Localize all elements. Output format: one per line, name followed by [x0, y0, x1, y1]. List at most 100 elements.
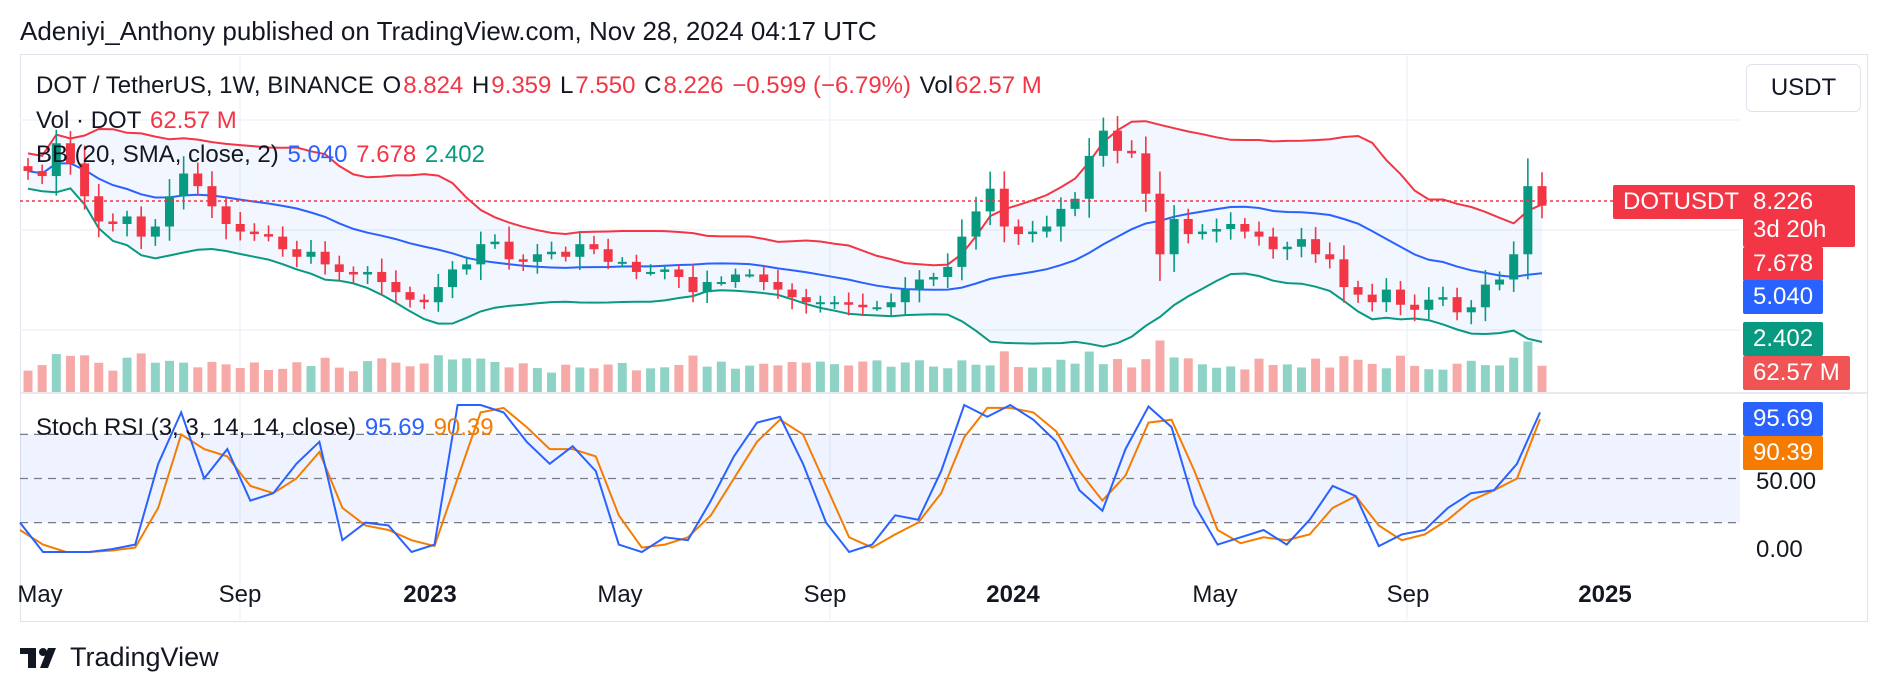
- stoch-k-line: [19, 403, 1541, 554]
- bb-basis-tag: 5.040: [1743, 280, 1824, 314]
- volume-bar: [292, 362, 302, 392]
- stoch-axis-low: 0.00: [1756, 536, 1803, 563]
- volume-bar: [1480, 365, 1490, 392]
- candle-body: [1367, 294, 1377, 303]
- volume-bar: [674, 364, 684, 392]
- volume-bar: [702, 366, 712, 392]
- tradingview-logo-icon: [20, 647, 56, 668]
- candle-body: [759, 274, 769, 283]
- candle-body: [1480, 284, 1490, 308]
- volume-bar: [136, 353, 146, 392]
- time-axis-label: 2023: [403, 581, 456, 608]
- volume-bar: [1396, 355, 1406, 392]
- low-label: L: [560, 72, 574, 99]
- candle-body: [646, 271, 656, 274]
- volume-bar: [929, 366, 939, 392]
- symbol-legend: DOT / TetherUS, 1W, BINANCE O8.824 H9.35…: [36, 72, 1044, 100]
- candle-body: [164, 196, 174, 227]
- vol-label: Vol: [919, 72, 954, 99]
- volume-bar: [1438, 369, 1448, 392]
- candle-body: [900, 289, 910, 303]
- candle-body: [1523, 186, 1533, 255]
- volume-bar: [1325, 367, 1335, 392]
- volume-bar: [23, 370, 33, 392]
- candle-body: [815, 302, 825, 305]
- volume-bar: [1367, 363, 1377, 392]
- bb-upper-value: 7.678: [356, 141, 417, 168]
- candle-body: [462, 264, 472, 270]
- candle-body: [1268, 236, 1278, 250]
- bb-fill: [28, 121, 1542, 347]
- candle-body: [674, 269, 684, 277]
- candle-body: [1183, 218, 1193, 235]
- time-axis-label: Sep: [1387, 581, 1430, 608]
- symbol-name[interactable]: DOT / TetherUS, 1W, BINANCE: [36, 72, 374, 99]
- candle-body: [1169, 218, 1179, 255]
- brand-name: TradingView: [70, 642, 219, 672]
- candle-body: [377, 271, 387, 283]
- candle-body: [617, 261, 627, 264]
- candle-body: [660, 269, 670, 272]
- candle-body: [561, 251, 571, 257]
- stoch-legend[interactable]: Stoch RSI (3, 3, 14, 14, close) 95.69 90…: [36, 414, 496, 442]
- currency-button[interactable]: USDT: [1746, 64, 1861, 112]
- close-value: 8.226: [663, 72, 724, 99]
- volume-bar: [264, 369, 274, 392]
- candle-body: [1282, 246, 1292, 250]
- volume-bar: [1537, 365, 1547, 392]
- volume-bar: [999, 351, 1009, 392]
- volume-bar: [1268, 365, 1278, 392]
- candle-body: [292, 249, 302, 257]
- candle-body: [999, 188, 1009, 227]
- bb-upper-line: [27, 120, 1543, 267]
- candle-body: [447, 269, 457, 288]
- volume-bar: [660, 367, 670, 392]
- volume-bar: [433, 355, 443, 392]
- volume-bar: [688, 355, 698, 392]
- volume-bar: [334, 367, 344, 392]
- candle-body: [235, 224, 245, 232]
- bb-lower-value: 2.402: [424, 141, 485, 168]
- volume-bar: [1495, 365, 1505, 392]
- candle-body: [773, 282, 783, 290]
- candle-body: [914, 279, 924, 290]
- candle-body: [716, 282, 726, 285]
- candle-body: [1353, 287, 1363, 295]
- candle-body: [929, 276, 939, 280]
- candle-body: [207, 186, 217, 207]
- candle-body: [787, 289, 797, 298]
- volume-legend[interactable]: Vol · DOT 62.57 M: [36, 107, 239, 135]
- volume-bar: [1523, 341, 1533, 392]
- candle-body: [108, 221, 118, 224]
- bb-legend[interactable]: BB (20, SMA, close, 2) 5.040 7.678 2.402: [36, 141, 487, 169]
- bb-upper-tag: 7.678: [1743, 247, 1824, 281]
- candle-body: [1098, 130, 1108, 156]
- volume-bar: [193, 367, 203, 392]
- volume-legend-value: 62.57 M: [150, 107, 237, 134]
- candle-body: [971, 211, 981, 237]
- volume-bar: [405, 366, 415, 392]
- volume-bar: [504, 367, 514, 392]
- candle-body: [249, 231, 259, 235]
- stoch-k-tag: 95.69: [1743, 402, 1824, 436]
- stoch-axis-mid: 50.00: [1756, 468, 1817, 495]
- volume-bar: [391, 362, 401, 392]
- bollinger-bands: [27, 120, 1543, 348]
- volume-bar: [589, 368, 599, 392]
- volume-bar: [858, 361, 868, 392]
- volume-bar: [603, 364, 613, 392]
- volume-bar: [518, 363, 528, 392]
- bb-lower-line: [27, 187, 1543, 348]
- chart-frame[interactable]: [20, 54, 1868, 622]
- time-axis-label: May: [597, 581, 642, 608]
- volume-bar: [773, 365, 783, 392]
- stoch-d-tag: 90.39: [1743, 436, 1824, 470]
- candle-body: [858, 304, 868, 308]
- volume-bar: [65, 355, 75, 392]
- volume-bar: [1013, 367, 1023, 392]
- candle-body: [363, 271, 373, 275]
- volume-bar: [1381, 368, 1391, 392]
- volume-bar: [872, 360, 882, 392]
- tradingview-brand[interactable]: TradingView: [20, 642, 219, 673]
